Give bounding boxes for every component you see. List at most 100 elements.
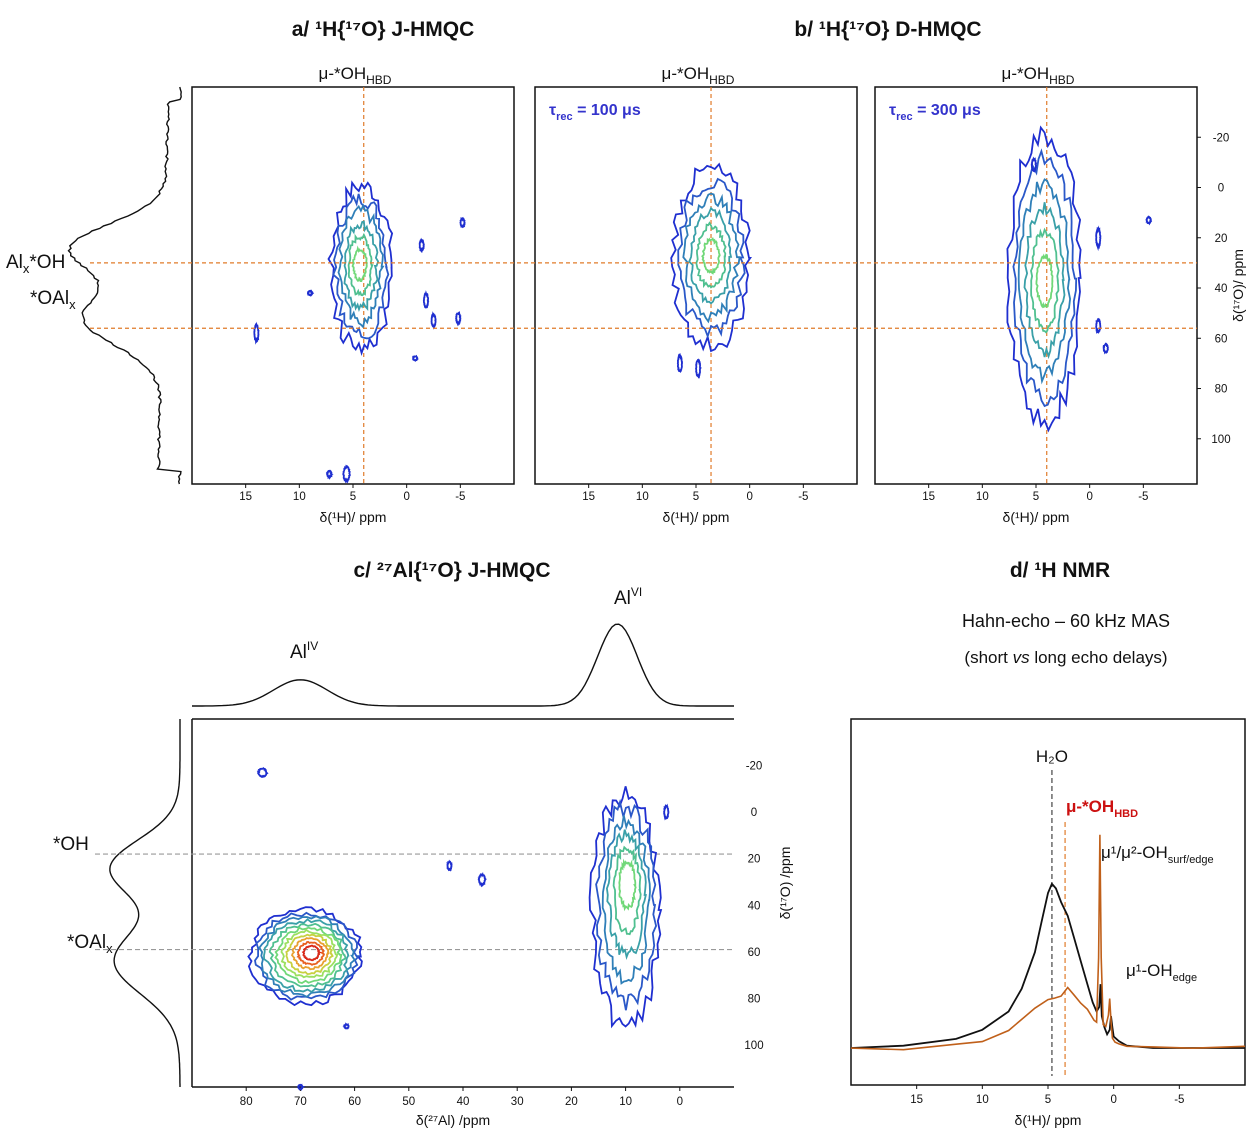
panel-d-xlabel: δ(¹H)/ ppm [1015,1112,1082,1128]
panel-c-ytick-label-6: 100 [744,1040,763,1052]
panel-a-side-projection [67,86,182,485]
panel-b2-xlabel: δ(¹H)/ ppm [1003,509,1070,525]
panel-c-aliv-contour-5 [274,926,343,984]
panel-b2-island-2 [1030,156,1038,173]
panel-c-xlabel: δ(²⁷Al) /ppm [416,1112,490,1128]
panel-b1-xlabel: δ(¹H)/ ppm [663,509,730,525]
panel-c-top-label-alvi: AlVI [614,585,642,609]
panel-c-island-5 [297,1083,306,1091]
panel-c-ytick-label-1: 0 [751,807,757,819]
panel-a-island-1 [422,290,430,309]
panel-b2-xtick-label-3: 0 [1086,491,1092,503]
panel-b2-xtick-label-4: -5 [1138,491,1148,503]
panel-a-xtick-label-4: -5 [455,491,465,503]
panel-c-xtick-label-1: 70 [294,1096,307,1108]
panel-d-xtick-label-2: 5 [1045,1094,1051,1106]
panel-c-ytick-label-5: 80 [748,993,761,1005]
panel-c-aliv-contour-10 [301,944,322,962]
panel-a-side-label-oalx: *OAlx [30,288,76,312]
panel-c-plot: 80 70 60 50 40 30 20 10 0δ(²⁷Al) /ppm-2002040608… [95,718,793,1128]
panel-b1-contour-0-5 [701,237,721,275]
panel-d-subtitle-2: (short vs long echo delays) [964,648,1167,667]
panel-a-xtick-label-2: 5 [350,491,356,503]
panel-c-xtick-label-5: 30 [511,1096,524,1108]
panel-a-island-7 [325,469,334,480]
panel-d-series-0 [850,882,1245,1049]
panel-b2-ytick-label-2: 20 [1215,233,1228,245]
panel-b2-tau-label: τrec = 300 μs [889,102,981,123]
panel-b1-island-0 [676,352,684,374]
panel-b2-island-3 [1095,317,1102,335]
panel-b2-ytick-label-3: 40 [1215,283,1228,295]
panel-c-alvi-contour-3 [605,829,647,960]
panel-a-island-2 [430,311,437,330]
panel-c-top-label-aliv: AlIV [290,639,318,663]
panel-b2-ylabel: δ(¹⁷O)/ ppm [1230,249,1246,322]
panel-c-xtick-label-8: 0 [677,1096,683,1108]
panel-c-side-projection [109,719,181,1087]
panel-b1-xtick-label-2: 5 [693,491,699,503]
panel-d-xtick-label-3: 0 [1110,1094,1116,1106]
panel-c-ytick-label-0: -20 [746,761,763,773]
panel-b2-contour-0-2 [1017,178,1072,385]
panel-a-island-4 [418,237,425,254]
panel-c-alvi-contour-5 [618,858,637,912]
panel-c-xtick-label-6: 20 [565,1096,578,1108]
panel-a-contour-0-1 [332,193,390,340]
panel-a-column-label: μ-*OHHBD [319,64,392,87]
panel-b2-contours [1006,125,1153,433]
panel-c-aliv-contour-1 [254,911,361,1001]
panel-c-side-label-oh: *OH [53,834,89,855]
panel-b1-island-1 [695,358,702,379]
panel-c-island-0 [256,767,269,778]
panel-b1-contour-0-3 [688,206,733,305]
panel-b2-ytick-label-0: -20 [1213,132,1230,144]
panel-c-island-1 [663,803,670,821]
panel-c-aliv-contour-6 [280,928,339,979]
panel-b-title: b/ ¹H{¹⁷O} D-HMQC [794,18,981,41]
panel-c-ytick-label-2: 20 [748,854,761,866]
panel-b2-plot: 15 10 5 0 -5 δ(¹H)/ ppm -20 0 20 40 60 80 100 δ(¹⁷O)/… [874,64,1246,525]
panel-a-xtick-label-0: 15 [239,491,252,503]
panel-b2-island-4 [1102,342,1109,355]
panel-c-alvi-contour-2 [601,815,651,985]
panel-a-contours [253,180,466,484]
panel-a-island-3 [455,311,462,327]
panel-b2-contour-0-0 [1006,125,1082,433]
panel-b1-column-label: μ-*OHHBD [662,64,735,87]
panel-b2-island-1 [1095,225,1102,252]
panel-b2-ytick-label-4: 60 [1215,333,1228,345]
panel-d-xtick-label-1: 10 [976,1094,989,1106]
panel-b1-contour-0-0 [670,162,752,353]
panel-a-plot: 15 10 5 0 -5 δ(¹H)/ ppm μ-*OHHBD [191,64,515,525]
panel-b2-xtick-label-1: 10 [976,491,989,503]
panel-c-top-projection [192,623,734,707]
panel-d-subtitle-1: Hahn-echo – 60 kHz MAS [962,611,1170,631]
panel-d-label-edge: μ¹-OHedge [1126,961,1197,984]
panel-a-contour-0-2 [337,203,385,329]
panel-c-alvi-contour-4 [612,845,642,936]
panel-c-aliv-contour-7 [285,933,334,976]
panel-b2-ytick-label-6: 100 [1211,434,1230,446]
panel-c-ytick-label-4: 60 [748,947,761,959]
panel-b2-contour-0-3 [1023,202,1066,360]
panel-d-label-surf-edge: μ¹/μ²-OHsurf/edge [1101,843,1214,866]
panel-a-island-6 [342,464,351,484]
panel-d-xtick-label-4: -5 [1174,1094,1184,1106]
panel-d-xtick-label-0: 15 [910,1094,923,1106]
panel-b2-ytick-label-5: 80 [1215,384,1228,396]
panel-b1-xtick-label-4: -5 [798,491,808,503]
panel-b2-ytick-label-1: 0 [1218,183,1224,195]
panel-b2-island-0 [1145,215,1153,226]
panel-c-ylabel: δ(¹⁷O) /ppm [777,847,793,920]
panel-a-island-0 [253,321,260,345]
panel-c-aliv-contour-2 [258,915,356,998]
panel-b2-contour-0-4 [1030,227,1060,334]
panel-c-ytick-label-3: 40 [748,900,761,912]
panel-b2-contour-0-5 [1035,253,1054,309]
panel-b2-contour-0-1 [1012,148,1078,408]
panel-d-frame [850,718,1246,1086]
panel-a-xtick-label-1: 10 [293,491,306,503]
panel-a-island-8 [306,289,315,297]
